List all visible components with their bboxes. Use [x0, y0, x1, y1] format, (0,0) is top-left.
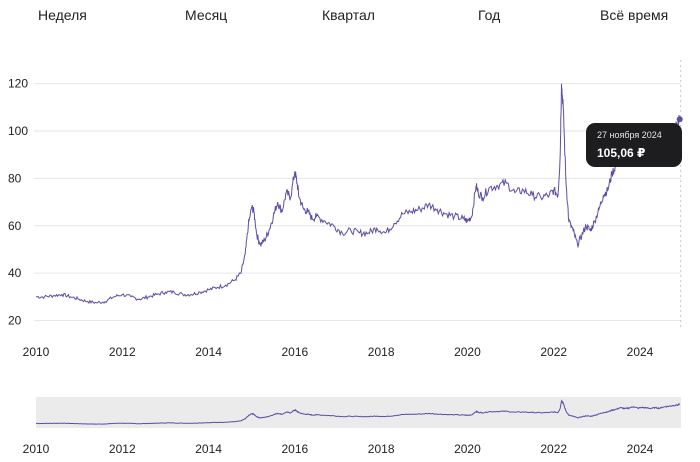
y-tick-label: 120 [8, 77, 28, 91]
tab-all-time[interactable]: Всё время [600, 7, 669, 23]
x-tick-label: 2016 [282, 345, 309, 359]
y-tick-label: 20 [8, 314, 22, 328]
tab-week[interactable]: Неделя [38, 7, 87, 23]
period-tabs: Неделя Месяц Квартал Год Всё время [0, 0, 700, 32]
tooltip-price: 105,06 ₽ [597, 146, 646, 160]
navigator-x-axis-ticks: 2010 2012 2014 2016 2018 2020 2022 2024 [23, 442, 654, 456]
x-tick-label: 2018 [368, 345, 395, 359]
navigator-x-tick-label: 2016 [282, 442, 309, 456]
y-tick-label: 60 [8, 219, 22, 233]
price-line [35, 83, 681, 305]
y-tick-label: 100 [8, 124, 28, 138]
price-tooltip: 27 ноября 2024 105,06 ₽ [586, 123, 682, 167]
gridlines [34, 83, 681, 322]
tab-year[interactable]: Год [478, 7, 501, 23]
x-tick-label: 2022 [540, 345, 567, 359]
x-tick-label: 2010 [23, 345, 50, 359]
x-axis-ticks: 2010 2012 2014 2016 2018 2020 2022 2024 [23, 345, 654, 359]
navigator-line [36, 399, 680, 425]
y-axis-ticks: 20 40 60 80 100 120 [8, 77, 28, 328]
y-tick-label: 40 [8, 266, 22, 280]
x-tick-label: 2024 [627, 345, 654, 359]
tooltip-date: 27 ноября 2024 [597, 130, 662, 140]
x-tick-label: 2020 [454, 345, 481, 359]
navigator-background[interactable] [36, 397, 681, 428]
navigator-x-tick-label: 2012 [109, 442, 136, 456]
x-tick-label: 2014 [195, 345, 222, 359]
hover-point [676, 116, 683, 123]
x-tick-label: 2012 [109, 345, 136, 359]
navigator-x-tick-label: 2024 [627, 442, 654, 456]
navigator-x-tick-label: 2020 [454, 442, 481, 456]
navigator-x-tick-label: 2014 [195, 442, 222, 456]
tab-month[interactable]: Месяц [185, 7, 228, 23]
y-tick-label: 80 [8, 171, 22, 185]
navigator-x-tick-label: 2022 [540, 442, 567, 456]
tab-quarter[interactable]: Квартал [322, 7, 375, 23]
navigator-x-tick-label: 2018 [368, 442, 395, 456]
navigator-x-tick-label: 2010 [23, 442, 50, 456]
